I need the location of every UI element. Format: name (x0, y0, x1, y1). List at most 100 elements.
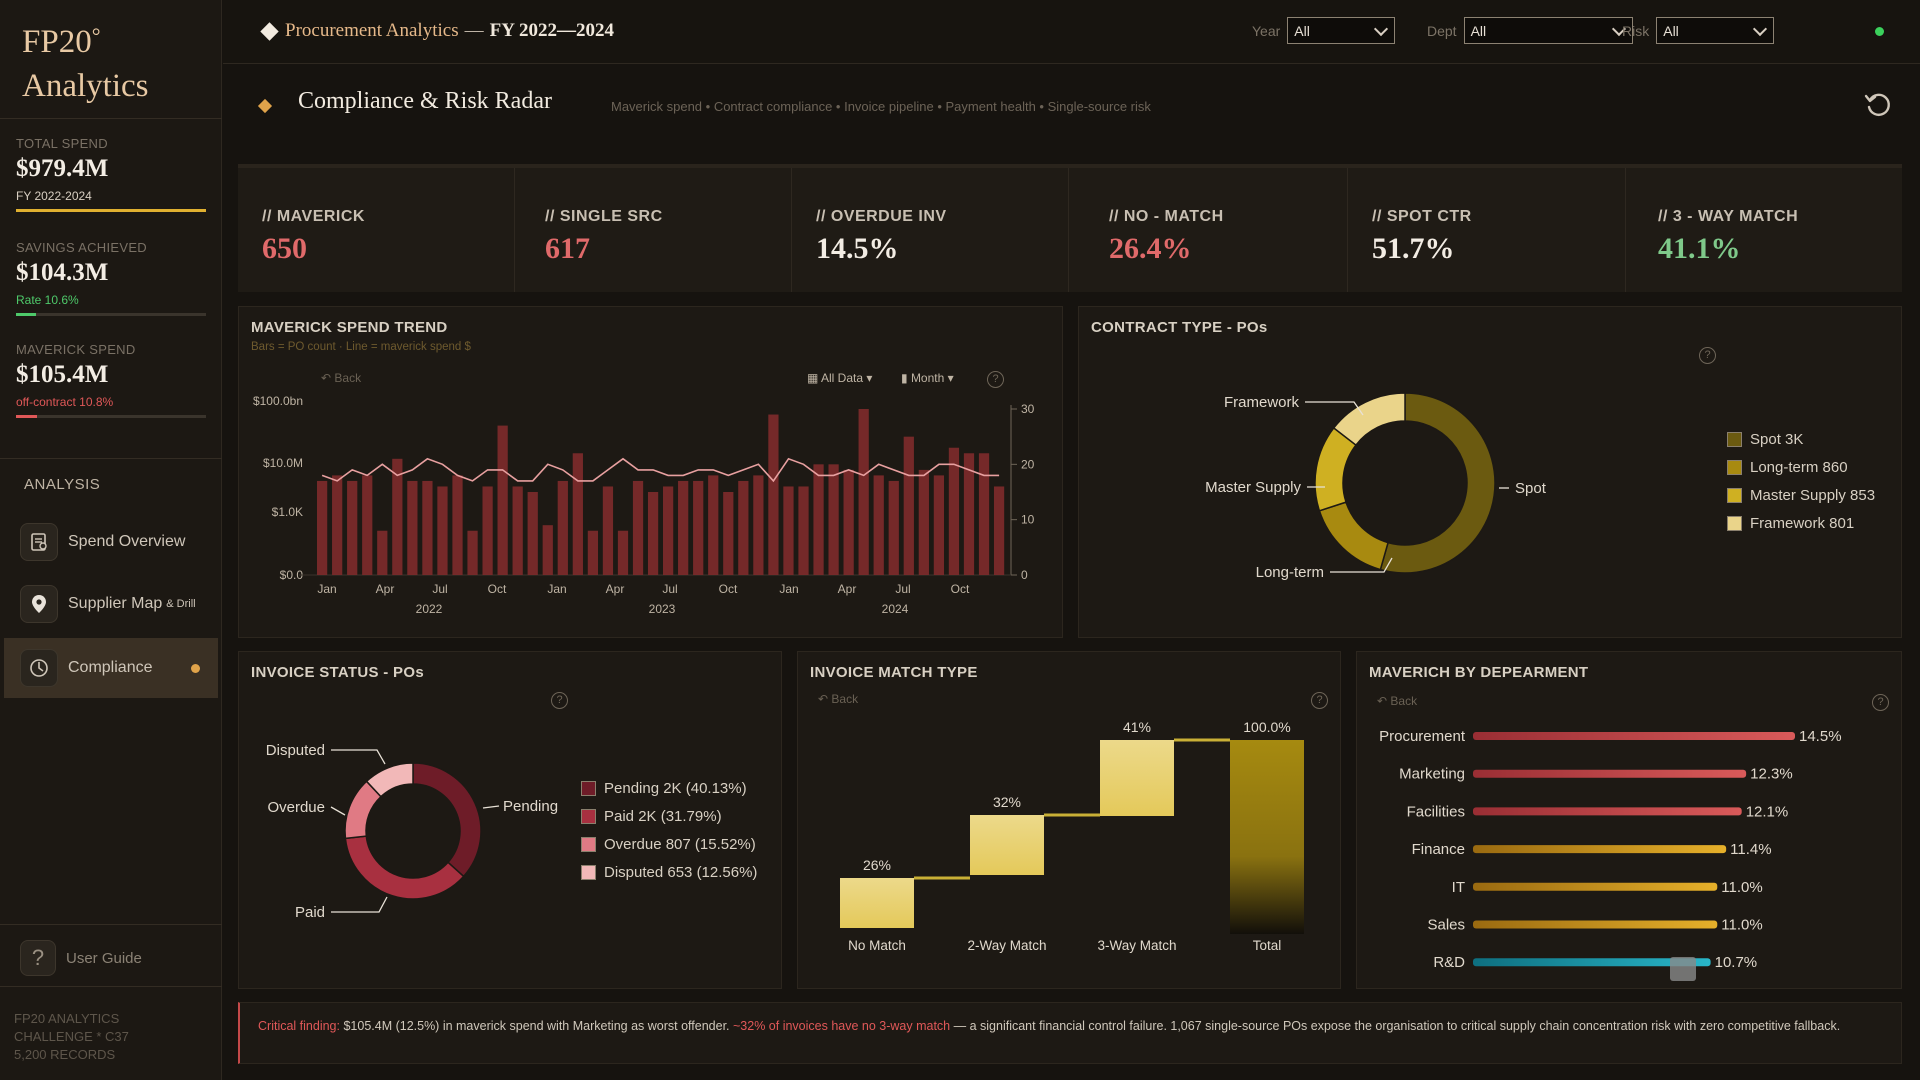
po-count-bar (362, 475, 373, 575)
refresh-icon[interactable] (1862, 88, 1894, 120)
year-select[interactable]: All (1287, 17, 1396, 44)
kpi-no-match: // NO - MATCH 26.4% (1069, 168, 1348, 292)
po-count-bar (572, 453, 583, 575)
legend-item-spot: Spot 3K (1727, 431, 1803, 448)
contract-type-panel: CONTRACT TYPE - POs ? Spot Long-term Maste… (1078, 306, 1902, 638)
diamond-icon (260, 22, 279, 41)
all-data-dropdown[interactable]: ▦ All Data ▾ (807, 371, 873, 385)
user-guide-link[interactable]: ? User Guide (20, 940, 142, 976)
po-count-bar (858, 409, 869, 575)
x-tick-label: Apr (606, 582, 625, 596)
back-button[interactable]: ↶ Back (321, 371, 362, 385)
slice-label: Spot (1515, 480, 1547, 497)
invoice-match-panel: INVOICE MATCH TYPE ↶ Back ? 26% No Match 3… (797, 651, 1341, 989)
bar-chart-icon: ▮ (901, 371, 911, 385)
maverick-spend-line (321, 457, 1000, 483)
slice-label: Long-term (1256, 564, 1324, 581)
value-label: 100.0% (1243, 719, 1290, 735)
legend-item-long-term: Long-term 860 (1727, 459, 1848, 476)
po-count-bar (738, 480, 749, 575)
match-bar-3-way-match (1100, 740, 1174, 816)
nav-compliance[interactable]: Compliance (4, 638, 218, 698)
po-count-bar (903, 436, 914, 575)
dept-bar (1473, 807, 1742, 816)
year-label: 2024 (882, 602, 909, 616)
nav-supplier-map[interactable]: Supplier Map & Drill (4, 574, 218, 634)
dept-value-label: 10.7% (1715, 954, 1758, 971)
legend-item-disputed: Disputed 653 (12.56%) (581, 864, 757, 881)
donut-slice-spot (1379, 392, 1496, 574)
dept-label: Sales (1427, 917, 1465, 934)
donut-slice-long-term (1318, 501, 1389, 571)
nav-spend-overview[interactable]: Spend Overview (4, 512, 218, 572)
po-count-bar (617, 530, 629, 575)
legend-item-paid: Paid 2K (31.79%) (581, 808, 722, 825)
category-label: No Match (848, 938, 906, 953)
po-count-bar (602, 486, 614, 575)
po-count-bar (978, 453, 990, 575)
help-icon[interactable]: ? (1699, 347, 1716, 364)
dept-select[interactable]: All (1463, 17, 1633, 44)
po-count-bar (422, 480, 433, 575)
y-right-tick-label: 30 (1021, 402, 1035, 416)
year-filter: Year All (1252, 17, 1396, 44)
total-spend-kpi: TOTAL SPEND $979.4M FY 2022-2024 (16, 136, 206, 212)
dept-bar (1473, 845, 1727, 854)
po-count-bar (467, 530, 478, 575)
shield-clock-icon (20, 649, 58, 687)
year-label: 2023 (649, 602, 676, 616)
po-count-bar (783, 486, 794, 575)
invoice-match-waterfall: 26% No Match 32% 2-Way Match 41% 3-Way Match 1… (840, 719, 1304, 953)
dept-panel: MAVERICH BY DEPEARMENT ↶ Back ? Procurem… (1356, 651, 1902, 989)
help-icon[interactable]: ? (1311, 692, 1328, 709)
invoice-status-donut: Pending Paid Overdue Disputed (266, 742, 558, 921)
po-count-bar (948, 447, 960, 575)
leader-line (331, 749, 386, 765)
po-count-bar (512, 486, 523, 575)
dept-bar (1473, 732, 1795, 740)
topbar: Procurement Analytics — FY 2022—2024 Year … (223, 0, 1920, 64)
back-button[interactable]: ↶ Back (1377, 694, 1418, 708)
po-count-bar (813, 464, 824, 575)
value-label: 41% (1123, 719, 1151, 735)
po-count-bar (392, 458, 403, 575)
po-count-bar (873, 475, 884, 575)
dept-filter: Dept All (1427, 17, 1633, 44)
header-diamond-icon (257, 98, 273, 114)
po-count-bar (708, 475, 719, 575)
x-tick-label: Oct (719, 582, 738, 596)
brand-logo: FP20° Analytics (22, 23, 149, 104)
sidebar-footer: FP20 ANALYTICS CHALLENGE * C37 5,200 REC… (14, 1011, 129, 1062)
kpi-maverick: // MAVERICK 650 (238, 168, 515, 292)
po-count-bar (933, 475, 945, 575)
po-count-bar (678, 480, 689, 575)
x-tick-label: Jan (779, 582, 798, 596)
help-icon[interactable]: ? (551, 692, 568, 709)
match-bar-no-match (840, 878, 914, 928)
total-spend-bar (16, 209, 206, 212)
back-arrow-icon: ↶ (321, 371, 335, 385)
po-count-bar (798, 486, 809, 575)
dept-label: Procurement (1379, 728, 1466, 745)
critical-finding-banner: Critical finding: $105.4M (12.5%) in mav… (238, 1002, 1902, 1064)
slice-label: Master Supply (1205, 479, 1301, 496)
risk-select[interactable]: All (1656, 17, 1775, 44)
leader-line (331, 896, 388, 913)
back-arrow-icon: ↶ (1377, 694, 1391, 708)
donut-slice-paid (344, 835, 465, 900)
slider-handle (1670, 957, 1696, 981)
contract-type-donut: Spot Long-term Master Supply Framework (1205, 392, 1547, 581)
back-button[interactable]: ↶ Back (818, 692, 859, 706)
slice-label: Framework (1224, 394, 1300, 411)
question-icon: ? (20, 940, 56, 976)
donut-slice-pending (412, 762, 482, 878)
help-icon[interactable]: ? (987, 371, 1004, 388)
po-count-bar (377, 530, 388, 575)
maverick-trend-panel: MAVERICK SPEND TREND Bars = PO count · L… (238, 306, 1063, 638)
maverick-spend-kpi: MAVERICK SPEND $105.4M off-contract 10.8… (16, 342, 206, 418)
dept-label: R&D (1433, 954, 1465, 971)
help-icon[interactable]: ? (1872, 694, 1889, 711)
chart-subtitle: Bars = PO count · Line = maverick spend … (251, 341, 471, 353)
match-bar-total (1230, 740, 1304, 934)
month-dropdown[interactable]: ▮ Month ▾ (901, 371, 954, 385)
